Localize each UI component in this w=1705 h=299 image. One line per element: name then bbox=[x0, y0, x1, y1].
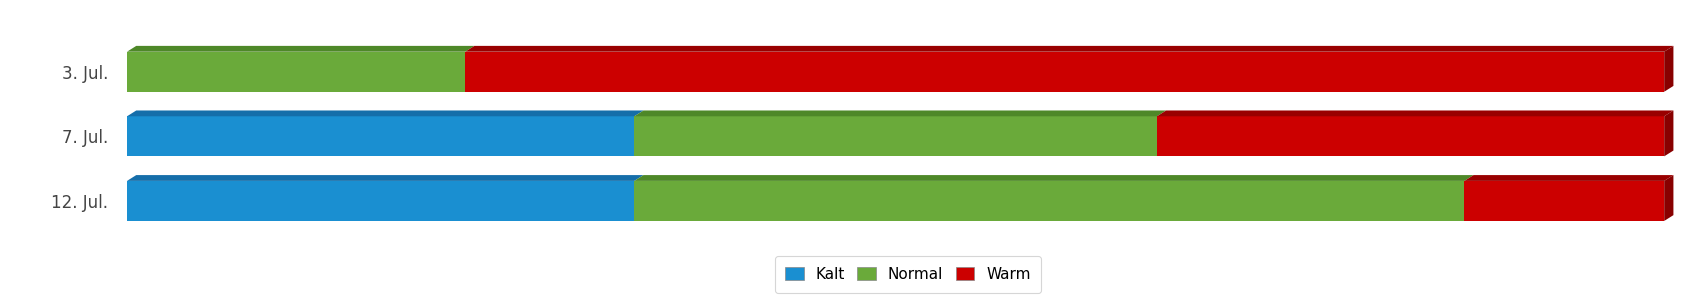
Polygon shape bbox=[465, 46, 1673, 52]
Bar bbox=[128, 116, 634, 156]
Polygon shape bbox=[634, 111, 1166, 116]
Bar bbox=[465, 52, 1664, 92]
Polygon shape bbox=[634, 175, 1473, 181]
Bar bbox=[128, 181, 634, 221]
Legend: Kalt, Normal, Warm: Kalt, Normal, Warm bbox=[774, 256, 1042, 292]
Polygon shape bbox=[1664, 46, 1673, 92]
Polygon shape bbox=[128, 111, 643, 116]
Polygon shape bbox=[1465, 175, 1673, 181]
Polygon shape bbox=[128, 175, 643, 181]
Bar bbox=[128, 52, 465, 92]
Bar bbox=[634, 116, 1158, 156]
Polygon shape bbox=[1664, 175, 1673, 221]
Polygon shape bbox=[1158, 111, 1673, 116]
Bar bbox=[1158, 116, 1664, 156]
Bar bbox=[634, 181, 1465, 221]
Polygon shape bbox=[128, 46, 474, 52]
Bar bbox=[1465, 181, 1664, 221]
Polygon shape bbox=[1664, 111, 1673, 156]
